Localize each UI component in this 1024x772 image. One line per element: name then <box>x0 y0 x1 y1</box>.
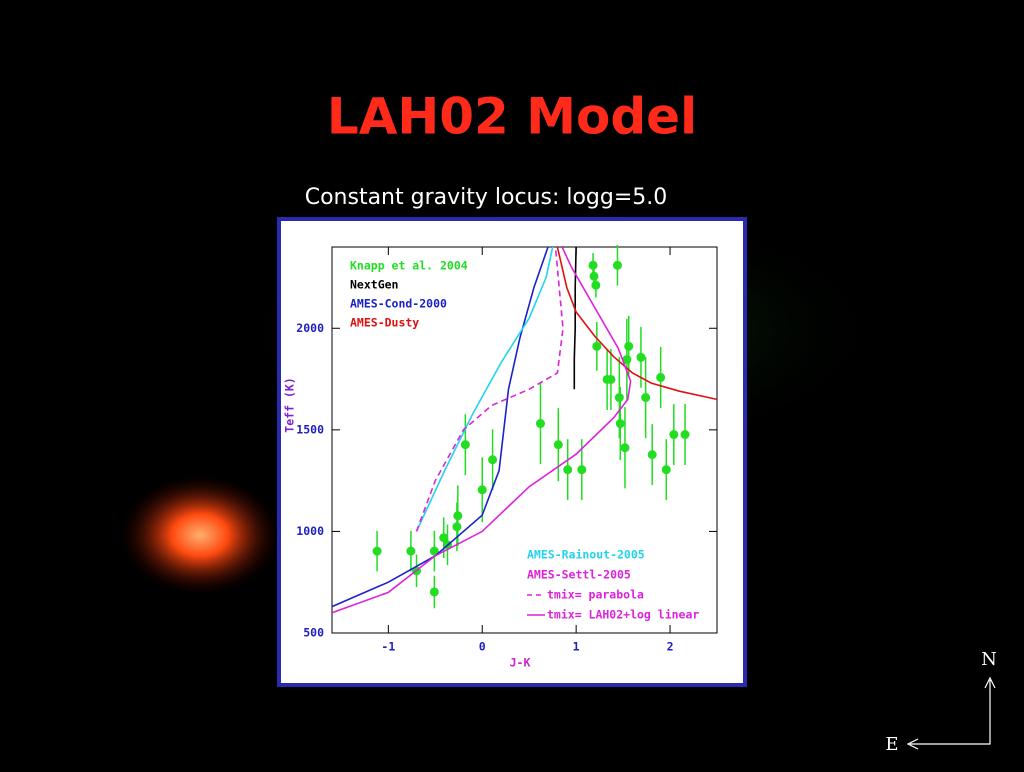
legend-label: tmix= LAH02+log linear <box>547 608 699 622</box>
y-axis-label: Teff (K) <box>283 377 297 432</box>
data-point <box>429 587 439 597</box>
data-point <box>612 260 622 270</box>
plot: -1 0 1 2 500 1000 1500 2000 Knapp et al. 2004 Nex… <box>296 244 717 654</box>
legend-label: AMES-Cond-2000 <box>350 297 447 311</box>
data-point <box>636 352 646 362</box>
x-axis-label: J-K <box>510 656 531 670</box>
data-point <box>614 393 624 403</box>
curve <box>332 247 632 614</box>
data-point <box>591 280 601 290</box>
data-point <box>406 546 416 556</box>
data-point <box>592 341 602 351</box>
curve <box>415 247 564 532</box>
legend-label: NextGen <box>350 278 399 292</box>
compass-arrows <box>906 676 996 750</box>
curve <box>415 247 554 532</box>
data-point <box>488 455 498 465</box>
data-point <box>624 341 634 351</box>
data-point <box>589 271 599 281</box>
data-point <box>453 511 463 521</box>
legend-label: AMES-Rainout-2005 <box>527 548 645 562</box>
compass-north: N <box>981 649 997 670</box>
plot-area <box>331 246 718 634</box>
chart-frame <box>277 217 747 687</box>
data-point <box>588 260 598 270</box>
curve <box>556 247 717 401</box>
slide-subtitle: Constant gravity locus: logg=5.0 <box>305 185 668 210</box>
legend-label: tmix= parabola <box>547 588 644 602</box>
legend-label: AMES-Dusty <box>350 316 419 330</box>
y-tick-label: 1500 <box>296 422 324 436</box>
data-point <box>647 450 657 460</box>
data-point <box>460 440 470 450</box>
data-point <box>606 374 616 384</box>
title-shadow: LAH02 Model <box>330 91 700 149</box>
data-point <box>563 465 573 475</box>
data-point <box>452 522 462 532</box>
curve <box>332 247 549 608</box>
legend-label: AMES-Settl-2005 <box>527 568 631 582</box>
data-point <box>656 372 666 382</box>
data-point <box>372 546 382 556</box>
data-point <box>553 440 563 450</box>
data-point <box>429 546 439 556</box>
x-tick-label: 2 <box>667 640 674 654</box>
x-tick-label: -1 <box>381 640 395 654</box>
legend-label: Knapp et al. 2004 <box>350 259 468 273</box>
compass-east: E <box>885 734 898 755</box>
x-tick-label: 1 <box>573 640 580 654</box>
slide-title: LAH02 Model <box>327 88 697 146</box>
red-source <box>120 475 280 595</box>
data-point <box>661 465 671 475</box>
data-point <box>439 533 449 543</box>
data-point <box>680 430 690 440</box>
data-point <box>535 419 545 429</box>
data-point <box>577 465 587 475</box>
x-tick-label: 0 <box>479 640 486 654</box>
data-point <box>620 443 630 453</box>
y-tick-label: 1000 <box>296 524 324 538</box>
data-point <box>477 485 487 495</box>
y-tick-label: 2000 <box>296 321 324 335</box>
data-point <box>615 419 625 429</box>
data-point <box>641 393 651 403</box>
y-tick-label: 500 <box>303 626 324 640</box>
data-point <box>669 430 679 440</box>
